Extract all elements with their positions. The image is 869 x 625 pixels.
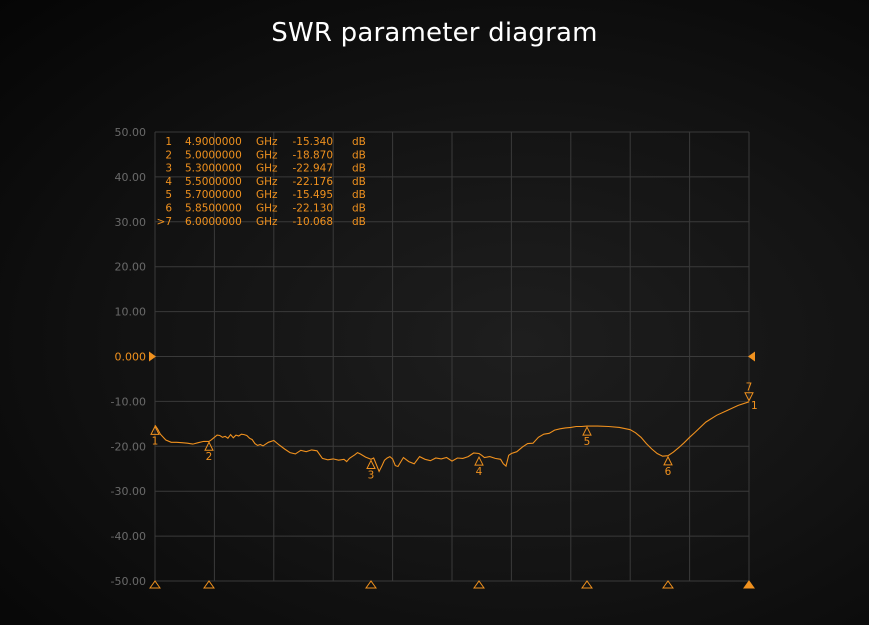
marker-value: -15.495 [292, 189, 333, 201]
marker-label-1: 1 [152, 435, 159, 447]
marker-unit: GHz [256, 176, 278, 188]
marker-triangle-6 [663, 455, 673, 466]
marker-id: 6 [165, 203, 172, 215]
marker-value-unit: dB [352, 163, 366, 175]
y-tick-label: 10.00 [115, 306, 147, 319]
marker-table-row: >7 6.0000000 GHz -10.068 dB [157, 216, 366, 228]
y-axis-ticks: 50.00 40.00 30.00 20.00 10.00 0.000 -10.00 -20.… [111, 126, 146, 588]
marker-frequency: 5.8500000 [185, 203, 242, 215]
marker-table-row: 1 4.9000000 GHz -15.340 dB [165, 136, 366, 148]
marker-frequency: 5.3000000 [185, 163, 242, 175]
trace-markers: 1 2 3 4 5 6 7 1 [150, 382, 758, 482]
marker-label-6: 6 [665, 466, 672, 478]
y-tick-label: 30.00 [115, 216, 147, 229]
reference-arrow-right [748, 351, 755, 362]
marker-id: 5 [165, 189, 172, 201]
marker-unit: GHz [256, 189, 278, 201]
reference-arrow-left [149, 351, 156, 362]
marker-triangle-1 [150, 425, 160, 435]
y-tick-label: 50.00 [115, 126, 147, 139]
x-marker-triangle-6 [662, 580, 674, 589]
y-tick-label: 40.00 [115, 171, 147, 184]
x-axis-marker-triangles [149, 580, 755, 589]
marker-label-4: 4 [476, 466, 483, 478]
marker-table-row: 4 5.5000000 GHz -22.176 dB [165, 176, 366, 188]
marker-label-7: 7 [746, 382, 753, 394]
page-title: SWR parameter diagram [271, 18, 598, 48]
marker-id: 3 [165, 163, 172, 175]
x-marker-triangle-4 [473, 580, 485, 589]
marker-value-unit: dB [352, 189, 366, 201]
y-tick-label: -10.00 [111, 395, 146, 408]
marker-id: 2 [165, 149, 172, 161]
marker-label-3: 3 [368, 470, 375, 482]
marker-unit: GHz [256, 149, 278, 161]
y-tick-label: -20.00 [111, 440, 146, 453]
marker-table-row: 3 5.3000000 GHz -22.947 dB [165, 163, 366, 175]
marker-table-row: 2 5.0000000 GHz -18.870 dB [165, 149, 366, 161]
marker-value-unit: dB [352, 149, 366, 161]
marker-id: 1 [165, 136, 172, 148]
marker-frequency: 5.7000000 [185, 189, 242, 201]
marker-unit: GHz [256, 203, 278, 215]
chart-grid [154, 131, 750, 582]
x-marker-triangle-7 [743, 580, 755, 589]
y-tick-label: 0.000 [115, 351, 147, 364]
x-marker-triangle-2 [203, 580, 215, 589]
marker-value: -22.947 [292, 163, 333, 175]
marker-value: -22.176 [292, 176, 333, 188]
marker-triangle-7 [744, 392, 754, 402]
marker-table-row: 5 5.7000000 GHz -15.495 dB [165, 189, 366, 201]
marker-table-row: 6 5.8500000 GHz -22.130 dB [165, 203, 366, 215]
marker-value: -18.870 [292, 149, 333, 161]
marker-unit: GHz [256, 163, 278, 175]
x-marker-triangle-3 [365, 580, 377, 589]
marker-table: 1 4.9000000 GHz -15.340 dB 2 5.0000000 GHz -18.8… [157, 136, 366, 228]
x-marker-triangle-5 [581, 580, 593, 589]
marker-value: -10.068 [292, 216, 333, 228]
marker-value-unit: dB [352, 216, 366, 228]
marker-frequency: 5.0000000 [185, 149, 242, 161]
x-marker-triangle-1 [149, 580, 161, 589]
marker-id: >7 [157, 216, 172, 228]
y-tick-label: 20.00 [115, 261, 147, 274]
y-tick-label: -40.00 [111, 530, 146, 543]
y-tick-label: -30.00 [111, 485, 146, 498]
trace-end-label: 1 [751, 400, 758, 412]
marker-value: -15.340 [292, 136, 333, 148]
marker-id: 4 [165, 176, 172, 188]
reference-level-arrows [149, 351, 755, 362]
marker-frequency: 4.9000000 [185, 136, 242, 148]
marker-frequency: 5.5000000 [185, 176, 242, 188]
marker-unit: GHz [256, 136, 278, 148]
marker-label-2: 2 [206, 451, 213, 463]
marker-value-unit: dB [352, 136, 366, 148]
marker-value: -22.130 [292, 203, 333, 215]
marker-triangle-3 [366, 459, 376, 470]
swr-trace-line [154, 401, 750, 473]
marker-unit: GHz [256, 216, 278, 228]
marker-label-5: 5 [584, 436, 591, 448]
marker-triangle-2 [204, 441, 214, 451]
marker-triangle-5 [582, 425, 592, 436]
marker-value-unit: dB [352, 176, 366, 188]
marker-triangle-4 [474, 455, 484, 466]
y-tick-label: -50.00 [111, 575, 146, 588]
marker-frequency: 6.0000000 [185, 216, 242, 228]
marker-value-unit: dB [352, 203, 366, 215]
